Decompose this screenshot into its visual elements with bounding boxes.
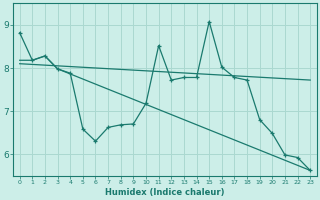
- X-axis label: Humidex (Indice chaleur): Humidex (Indice chaleur): [105, 188, 225, 197]
